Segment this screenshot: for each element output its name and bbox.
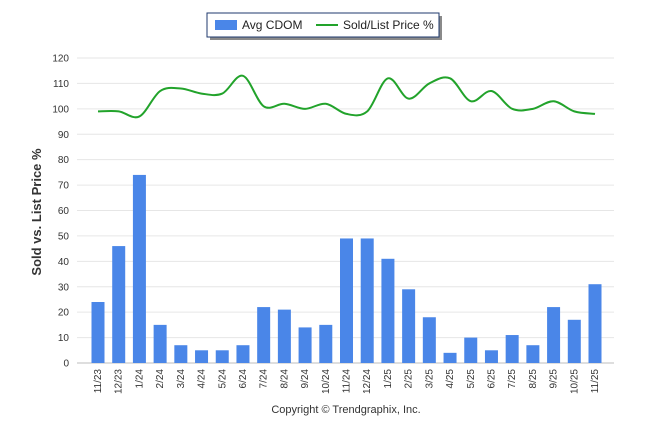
bar-3-25	[422, 317, 436, 363]
x-tick-label: 3/24	[176, 369, 187, 389]
y-tick-label: 50	[58, 231, 70, 242]
x-tick-label: 9/25	[549, 369, 560, 389]
x-tick-label: 2/25	[404, 369, 415, 389]
bar-2-24	[153, 324, 167, 363]
bar-11-23	[91, 302, 105, 363]
x-tick-label: 7/24	[259, 369, 270, 389]
bar-3-24	[174, 345, 188, 363]
bar-9-24	[298, 327, 312, 363]
x-axis-ticks: 11/23 12/23 1/24 2/24 3/24 4/24 5/24 6/24 7/24 8/…	[93, 369, 601, 394]
y-tick-label: 0	[63, 359, 69, 370]
x-tick-label: 2/24	[155, 369, 166, 389]
x-tick-label: 10/24	[321, 369, 332, 394]
x-tick-label: 1/24	[134, 369, 145, 389]
y-tick-label: 70	[58, 181, 70, 192]
bar-5-25	[464, 337, 478, 363]
bar-6-25	[484, 350, 498, 363]
legend: Avg CDOM Sold/List Price %	[206, 12, 442, 40]
bar-11-25	[588, 284, 602, 363]
x-tick-label: 9/24	[300, 369, 311, 389]
legend-swatch-avg-cdom	[215, 20, 237, 30]
y-tick-label: 40	[58, 257, 70, 268]
y-tick-label: 110	[53, 79, 69, 90]
y-tick-label: 30	[58, 282, 70, 293]
bar-8-25	[526, 345, 540, 363]
copyright: Copyright © Trendgraphix, Inc.	[271, 404, 420, 416]
y-tick-label: 90	[58, 130, 70, 141]
legend-label-sold-list-price: Sold/List Price %	[343, 18, 434, 32]
y-tick-label: 60	[58, 206, 70, 217]
x-tick-label: 5/25	[466, 369, 477, 389]
bar-10-24	[319, 324, 333, 363]
x-tick-label: 12/24	[362, 369, 373, 394]
legend-label-avg-cdom: Avg CDOM	[242, 18, 302, 32]
bar-9-25	[547, 307, 561, 363]
bar-7-25	[505, 335, 519, 363]
y-tick-label: 120	[52, 54, 69, 65]
x-tick-label: 6/24	[238, 369, 249, 389]
bar-4-25	[443, 352, 457, 363]
bar-12-23	[112, 246, 126, 363]
y-tick-label: 80	[58, 155, 70, 166]
y-axis-label: Sold vs. List Price %	[29, 148, 44, 276]
x-tick-label: 12/23	[114, 369, 125, 394]
y-axis-ticks: 0 10 20 30 40 50 60 70 80 90 100 110 120	[52, 54, 69, 370]
bar-5-24	[215, 350, 229, 363]
x-tick-label: 1/25	[383, 369, 394, 389]
x-tick-label: 11/24	[342, 369, 353, 394]
x-tick-label: 11/23	[93, 369, 104, 394]
y-tick-label: 20	[58, 308, 70, 319]
y-tick-label: 100	[52, 104, 69, 115]
bar-2-25	[402, 289, 416, 363]
bar-11-24	[340, 238, 353, 363]
bar-7-24	[257, 307, 271, 363]
line-series-sold-list-price	[97, 74, 596, 119]
x-tick-label: 8/25	[528, 369, 539, 389]
sold-list-price-line	[97, 74, 596, 119]
x-tick-label: 4/24	[197, 369, 208, 389]
bar-4-24	[195, 350, 209, 363]
x-tick-label: 5/24	[217, 369, 228, 389]
x-tick-label: 3/25	[424, 369, 435, 389]
bar-10-25	[567, 319, 581, 363]
bar-6-24	[236, 345, 250, 363]
x-tick-label: 8/24	[279, 369, 290, 389]
x-tick-label: 11/25	[590, 369, 601, 394]
x-tick-label: 6/25	[486, 369, 497, 389]
x-tick-label: 4/25	[445, 369, 456, 389]
x-tick-label: 10/25	[569, 369, 580, 394]
bar-8-24	[277, 309, 291, 363]
bar-series-avg-cdom	[91, 174, 602, 363]
bar-12-24	[360, 238, 374, 363]
bar-1-25	[381, 258, 395, 363]
x-tick-label: 7/25	[507, 369, 518, 389]
bar-1-24	[132, 174, 146, 363]
y-tick-label: 10	[58, 333, 70, 344]
